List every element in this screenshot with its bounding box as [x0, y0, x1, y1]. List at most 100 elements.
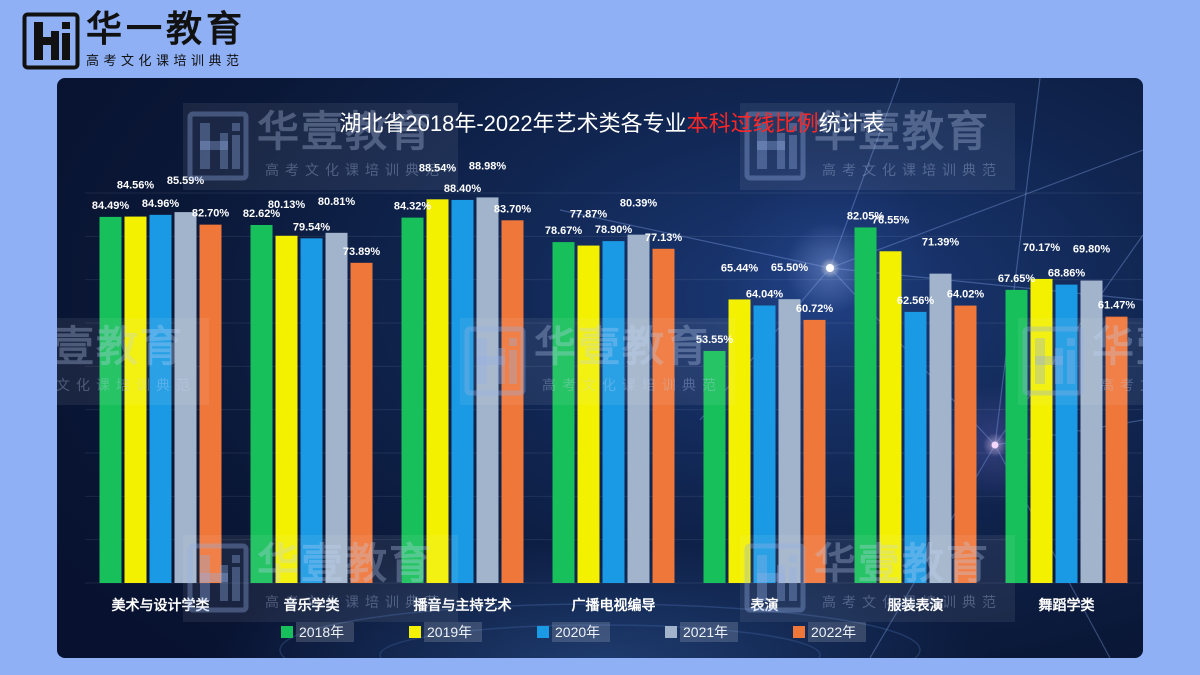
legend-label: 2022年: [811, 624, 856, 640]
chart-title-part: 湖北省2018年-2022年艺术类各专业: [339, 111, 687, 136]
bar-series-1-group-6: [854, 227, 877, 583]
bar-series-2-group-4: [577, 245, 600, 583]
bar-series-1-group-5: [703, 350, 726, 583]
legend-swatch: [537, 626, 549, 638]
data-label: 78.67%: [545, 225, 583, 237]
bar-series-5-group-5: [803, 319, 826, 583]
legend-item[interactable]: 2018年: [281, 622, 354, 642]
bar-series-1-group-2: [250, 224, 273, 584]
legend-label: 2021年: [683, 624, 728, 640]
legend-label: 2018年: [299, 624, 344, 640]
data-label: 77.87%: [570, 209, 608, 221]
bar-series-3-group-7: [1055, 284, 1078, 583]
legend-label-background: [680, 622, 738, 642]
bar-series-5-group-7: [1105, 316, 1128, 583]
bar-series-4-group-5: [778, 299, 801, 583]
legend-label-background: [552, 622, 610, 642]
legend-item[interactable]: 2021年: [665, 622, 738, 642]
legend-item[interactable]: 2022年: [793, 622, 866, 642]
legend-swatch: [409, 626, 421, 638]
chart-panel: 84.49% 84.56% 84.96% 85.59% 82.70% 82.62% 80.1…: [57, 78, 1143, 658]
data-label: 71.39%: [922, 237, 960, 249]
data-label: 60.72%: [796, 303, 834, 315]
legend-label-background: [296, 622, 354, 642]
data-label: 65.50%: [771, 262, 809, 274]
data-label: 53.55%: [696, 334, 734, 346]
data-label: 64.02%: [947, 289, 985, 301]
bar-series-2-group-7: [1030, 278, 1053, 583]
data-label: 69.80%: [1073, 244, 1111, 256]
data-label: 79.54%: [293, 221, 331, 233]
bar-series-5-group-6: [954, 305, 977, 583]
bar-series-3-group-3: [451, 199, 474, 583]
data-label: 88.40%: [444, 183, 482, 195]
legend-swatch: [793, 626, 805, 638]
bar-series-4-group-1: [174, 212, 197, 584]
chart-title: 湖北省2018年-2022年艺术类各专业本科过线比例统计表: [57, 109, 1143, 139]
data-label: 85.59%: [167, 175, 205, 187]
bar-series-2-group-6: [879, 251, 902, 584]
bar-series-4-group-4: [627, 234, 650, 584]
bar-chart: 84.49% 84.56% 84.96% 85.59% 82.70% 82.62%80.1…: [85, 160, 1142, 642]
h-logo-icon: [22, 12, 80, 70]
legend-item[interactable]: 2020年: [537, 622, 610, 642]
data-label: 73.89%: [343, 246, 381, 258]
bar-series-3-group-1: [149, 214, 172, 583]
data-label: 84.56%: [117, 180, 155, 192]
category-label: 音乐学类: [284, 597, 341, 613]
legend-label-background: [808, 622, 866, 642]
data-label: 67.65%: [998, 273, 1036, 285]
bar-series-2-group-5: [728, 299, 751, 583]
bar-series-5-group-3: [501, 220, 524, 584]
data-label: 76.55%: [872, 214, 910, 226]
bar-series-4-group-3: [476, 197, 499, 584]
chart-title-highlight: 本科过线比例: [686, 111, 819, 136]
brand-tagline: 高考文化课培训典范: [86, 53, 244, 68]
data-label: 61.47%: [1098, 300, 1136, 312]
data-label: 84.32%: [394, 201, 432, 213]
data-label: 80.39%: [620, 198, 658, 210]
legend-item[interactable]: 2019年: [409, 622, 482, 642]
bar-series-4-group-6: [929, 273, 952, 583]
data-label: 70.17%: [1023, 242, 1061, 254]
bar-series-4-group-2: [325, 232, 348, 583]
data-label: 68.86%: [1048, 268, 1086, 280]
bar-series-1-group-7: [1005, 289, 1028, 583]
bar-series-4-group-7: [1080, 280, 1103, 583]
bar-series-1-group-3: [401, 217, 424, 583]
bar-series-2-group-2: [275, 235, 298, 583]
legend: 2018年 2019年 2020年 2021年 2022年: [281, 622, 866, 642]
data-label: 80.81%: [318, 196, 356, 208]
data-label: 82.05%: [847, 210, 885, 222]
legend-label-background: [424, 622, 482, 642]
bar-series-3-group-4: [602, 241, 625, 583]
data-label: 88.98%: [469, 160, 507, 172]
bars: [99, 197, 1128, 584]
chart-title-part: 统计表: [818, 111, 885, 136]
bar-series-5-group-4: [652, 248, 675, 583]
data-label: 65.44%: [721, 262, 759, 274]
category-label: 美术与设计学类: [112, 597, 211, 613]
bar-series-3-group-2: [300, 238, 323, 583]
brand-name: 华一教育: [86, 8, 247, 49]
category-label: 服装表演: [888, 597, 944, 613]
legend-swatch: [665, 626, 677, 638]
data-label: 83.70%: [494, 203, 532, 215]
category-label: 舞蹈学类: [1039, 597, 1096, 613]
bar-series-3-group-6: [904, 311, 927, 583]
data-label: 88.54%: [419, 162, 457, 174]
data-label: 62.56%: [897, 295, 935, 307]
category-label: 广播电视编导: [572, 597, 656, 613]
data-label: 82.70%: [192, 208, 230, 220]
data-label: 80.13%: [268, 199, 306, 211]
bar-series-1-group-4: [552, 242, 575, 583]
category-axis: 美术与设计学类 音乐学类 播音与主持艺术 广播电视编导 表演 服装表演 舞蹈学类: [112, 597, 1096, 613]
data-label: 82.62%: [243, 208, 281, 220]
category-label: 播音与主持艺术: [414, 597, 512, 613]
bar-series-5-group-1: [199, 224, 222, 583]
bar-series-2-group-3: [426, 199, 449, 583]
data-label: 64.04%: [746, 288, 784, 300]
data-label: 78.90%: [595, 224, 633, 236]
data-label: 84.96%: [142, 198, 180, 210]
